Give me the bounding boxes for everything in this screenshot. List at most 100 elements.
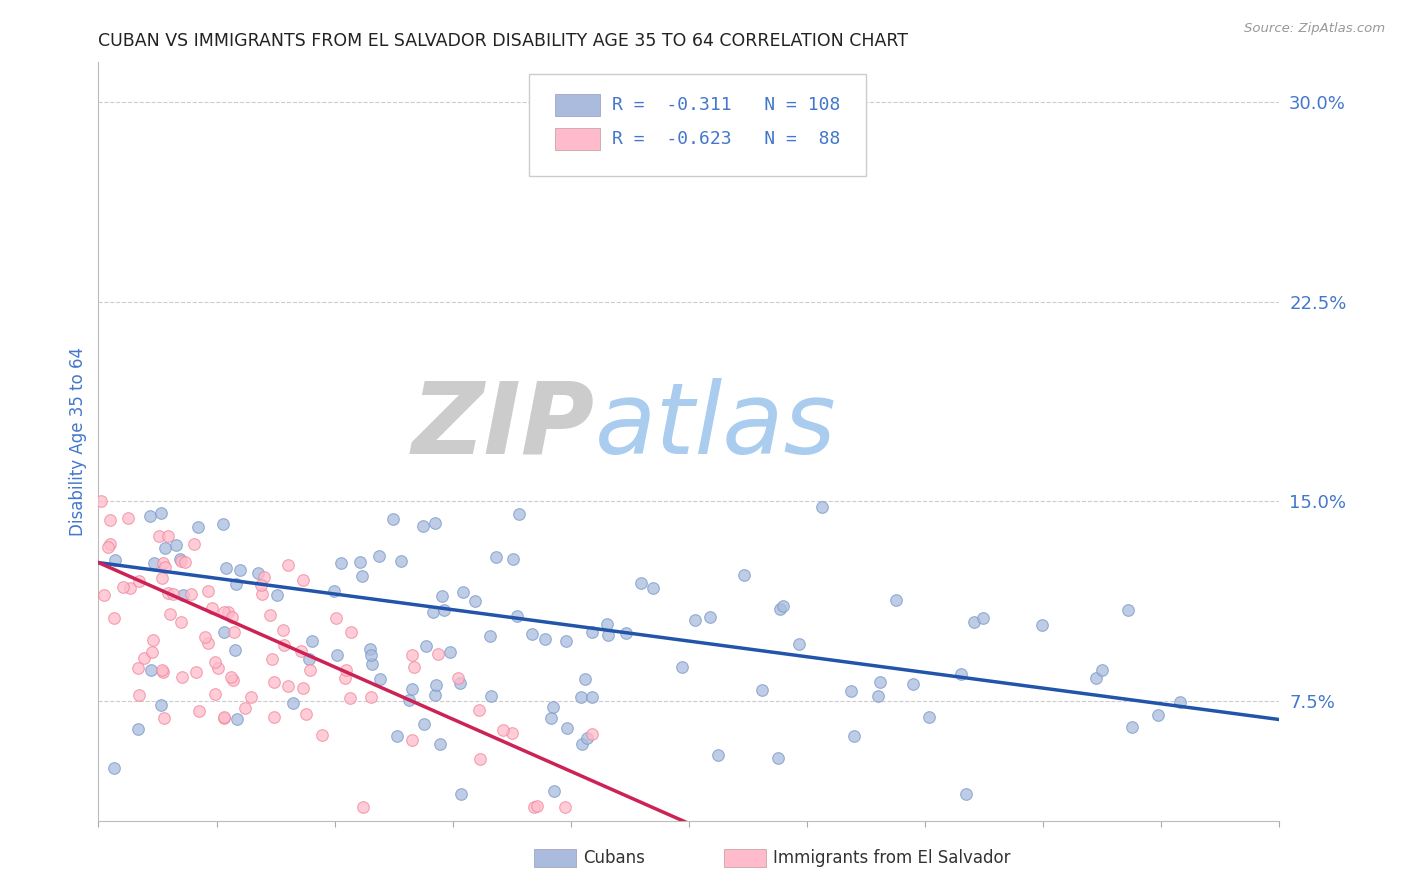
Text: Immigrants from El Salvador: Immigrants from El Salvador <box>773 849 1011 867</box>
Text: Cubans: Cubans <box>583 849 645 867</box>
Point <box>423 516 446 531</box>
Point <box>401 681 423 696</box>
Point <box>283 696 305 710</box>
Point <box>292 681 315 695</box>
Point <box>103 761 125 775</box>
Point <box>520 627 543 641</box>
Point <box>574 672 596 686</box>
Point <box>212 711 235 725</box>
Point <box>141 663 163 677</box>
Point <box>447 671 470 685</box>
Point <box>104 552 127 566</box>
Point <box>98 537 121 551</box>
Point <box>918 710 941 724</box>
Point <box>295 707 318 722</box>
Point <box>451 585 474 599</box>
Point <box>422 605 444 619</box>
Point <box>180 587 202 601</box>
Point <box>751 682 773 697</box>
Point <box>534 632 557 646</box>
Point <box>197 635 219 649</box>
Point <box>170 615 193 629</box>
FancyBboxPatch shape <box>530 74 866 177</box>
Point <box>150 571 173 585</box>
Point <box>162 587 184 601</box>
Point <box>955 787 977 801</box>
Point <box>152 665 174 680</box>
Point <box>333 671 356 685</box>
Point <box>614 625 637 640</box>
Point <box>194 630 217 644</box>
Point <box>271 623 294 637</box>
Point <box>128 574 150 589</box>
Point <box>401 648 423 662</box>
Point <box>884 593 907 607</box>
Point <box>439 645 461 659</box>
Point <box>173 555 195 569</box>
Point <box>311 728 333 742</box>
Point <box>839 684 862 698</box>
Point <box>683 613 706 627</box>
Point <box>398 693 420 707</box>
Point <box>153 711 176 725</box>
Point <box>540 711 562 725</box>
Point <box>449 676 471 690</box>
Point <box>963 615 986 630</box>
Point <box>810 500 832 515</box>
Point <box>1091 663 1114 677</box>
Point <box>868 690 890 704</box>
Point <box>330 556 353 570</box>
Point <box>323 584 346 599</box>
Point <box>433 603 456 617</box>
Point <box>143 556 166 570</box>
Point <box>707 747 730 762</box>
Point <box>97 540 120 554</box>
Point <box>247 566 270 581</box>
Point <box>842 729 865 743</box>
Point <box>506 608 529 623</box>
Point <box>291 573 314 587</box>
Point <box>576 731 599 745</box>
FancyBboxPatch shape <box>555 128 600 150</box>
Point <box>596 617 619 632</box>
Point <box>204 655 226 669</box>
Point <box>360 648 382 662</box>
Text: ZIP: ZIP <box>412 378 595 475</box>
Point <box>387 730 409 744</box>
Point <box>429 737 451 751</box>
Point <box>127 722 149 736</box>
Point <box>335 663 357 677</box>
Point <box>671 659 693 673</box>
Point <box>207 660 229 674</box>
Point <box>485 550 508 565</box>
Text: Source: ZipAtlas.com: Source: ZipAtlas.com <box>1244 22 1385 36</box>
Point <box>581 690 603 704</box>
Point <box>170 554 193 568</box>
Point <box>733 568 755 582</box>
Point <box>468 752 491 766</box>
Point <box>224 642 246 657</box>
Point <box>468 703 491 717</box>
Point <box>141 645 163 659</box>
Point <box>149 698 172 712</box>
Point <box>581 624 603 639</box>
Point <box>412 519 434 533</box>
Point <box>112 580 135 594</box>
Point <box>478 629 501 643</box>
Point <box>772 599 794 614</box>
Point <box>240 690 263 705</box>
Point <box>1031 618 1053 632</box>
Point <box>252 570 274 584</box>
Point <box>212 605 235 619</box>
Point <box>368 672 391 686</box>
Point <box>225 576 247 591</box>
Point <box>869 674 891 689</box>
Point <box>699 610 721 624</box>
Point <box>148 529 170 543</box>
Point <box>172 588 194 602</box>
Point <box>555 634 578 648</box>
Point <box>226 713 249 727</box>
Point <box>641 581 664 595</box>
Point <box>401 732 423 747</box>
Point <box>183 537 205 551</box>
